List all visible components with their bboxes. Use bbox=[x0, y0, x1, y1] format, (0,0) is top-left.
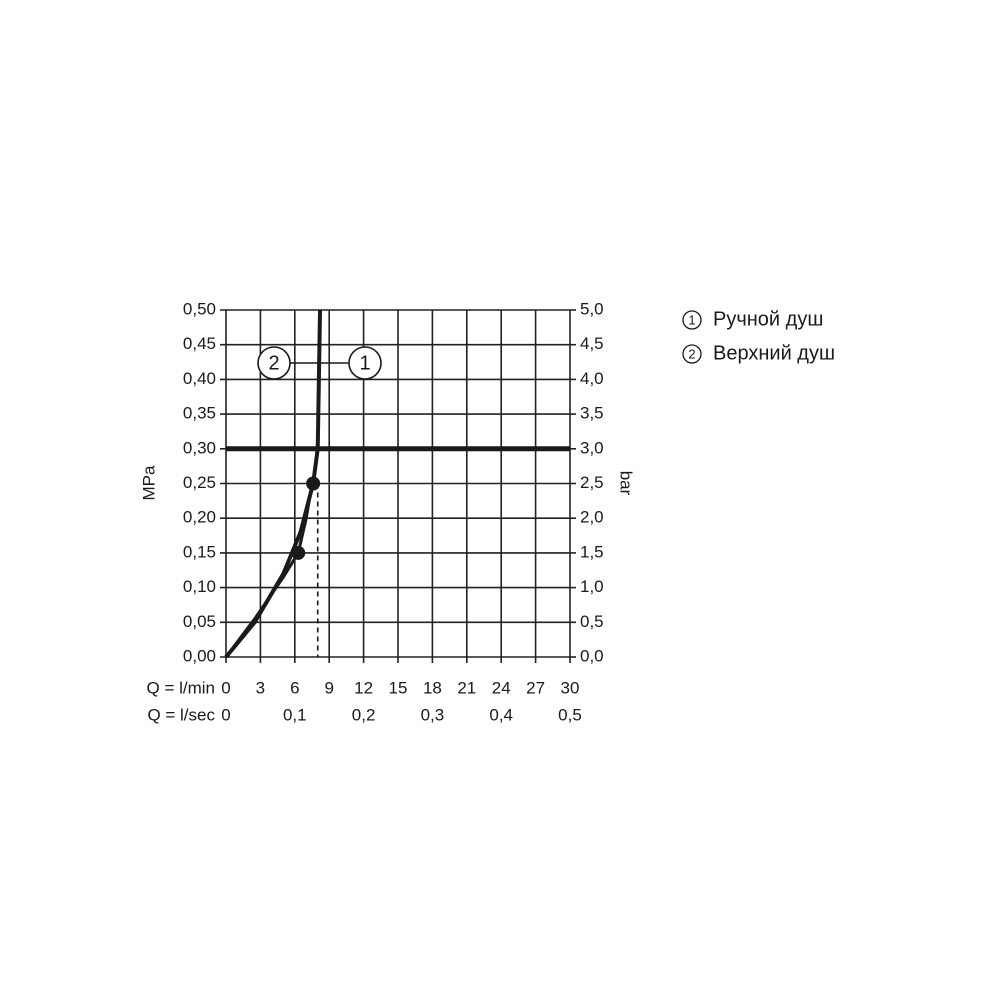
operating-point bbox=[306, 476, 321, 491]
x2-tick-label: 0,3 bbox=[421, 705, 445, 724]
y2-tick-label: 4,5 bbox=[580, 334, 604, 353]
x-tick-label: 3 bbox=[256, 678, 265, 697]
y-axis-label: MPa bbox=[139, 465, 158, 501]
y-tick-label: 0,15 bbox=[183, 542, 216, 561]
y2-tick-label: 0,0 bbox=[580, 646, 604, 665]
callout-label: 1 bbox=[359, 352, 370, 374]
y-tick-label: 0,35 bbox=[183, 404, 216, 423]
y-tick-label: 0,20 bbox=[183, 508, 216, 527]
x-axis-label: Q = l/min bbox=[147, 678, 216, 697]
callout-label: 2 bbox=[268, 352, 279, 374]
x-tick-label: 15 bbox=[389, 678, 408, 697]
y-tick-label: 0,50 bbox=[183, 299, 216, 318]
legend-number: 1 bbox=[688, 312, 695, 327]
legend-label: Верхний душ bbox=[713, 342, 835, 364]
x2-tick-label: 0,5 bbox=[558, 705, 582, 724]
y-tick-label: 0,10 bbox=[183, 577, 216, 596]
callout-circle bbox=[257, 346, 291, 380]
y-tick-label: 0,40 bbox=[183, 369, 216, 388]
x-tick-label: 12 bbox=[354, 678, 373, 697]
operating-point bbox=[291, 545, 306, 560]
y2-tick-label: 3,5 bbox=[580, 404, 604, 423]
x-tick-label: 24 bbox=[492, 678, 511, 697]
x-tick-label: 0 bbox=[221, 678, 230, 697]
x-tick-label: 18 bbox=[423, 678, 442, 697]
x-tick-label: 27 bbox=[526, 678, 545, 697]
callout-circle bbox=[348, 346, 382, 380]
y2-tick-label: 2,0 bbox=[580, 508, 604, 527]
x2-tick-label: 0,1 bbox=[283, 705, 307, 724]
legend-circle bbox=[682, 310, 702, 330]
y-tick-label: 0,00 bbox=[183, 646, 216, 665]
x-tick-label: 9 bbox=[324, 678, 333, 697]
y2-tick-label: 1,0 bbox=[580, 577, 604, 596]
y2-tick-label: 1,5 bbox=[580, 542, 604, 561]
y-tick-label: 0,25 bbox=[183, 473, 216, 492]
x2-tick-label: 0 bbox=[221, 705, 230, 724]
legend-circle bbox=[682, 344, 702, 364]
series-line bbox=[224, 309, 323, 659]
y2-tick-label: 5,0 bbox=[580, 299, 604, 318]
x2-axis-label: Q = l/sec bbox=[147, 705, 215, 724]
series-line bbox=[224, 483, 314, 658]
x-tick-label: 30 bbox=[561, 678, 580, 697]
y2-tick-label: 4,0 bbox=[580, 369, 604, 388]
y2-axis-label: bar bbox=[617, 471, 636, 496]
y2-tick-label: 2,5 bbox=[580, 473, 604, 492]
y2-tick-label: 0,5 bbox=[580, 612, 604, 631]
y-tick-label: 0,05 bbox=[183, 612, 216, 631]
x-tick-label: 6 bbox=[290, 678, 299, 697]
x2-tick-label: 0,2 bbox=[352, 705, 376, 724]
y-tick-label: 0,30 bbox=[183, 438, 216, 457]
y-tick-label: 0,45 bbox=[183, 334, 216, 353]
legend-label: Ручной душ bbox=[713, 308, 823, 330]
x2-tick-label: 0,4 bbox=[489, 705, 513, 724]
legend-number: 2 bbox=[688, 346, 695, 361]
x-tick-label: 21 bbox=[457, 678, 476, 697]
y2-tick-label: 3,0 bbox=[580, 438, 604, 457]
